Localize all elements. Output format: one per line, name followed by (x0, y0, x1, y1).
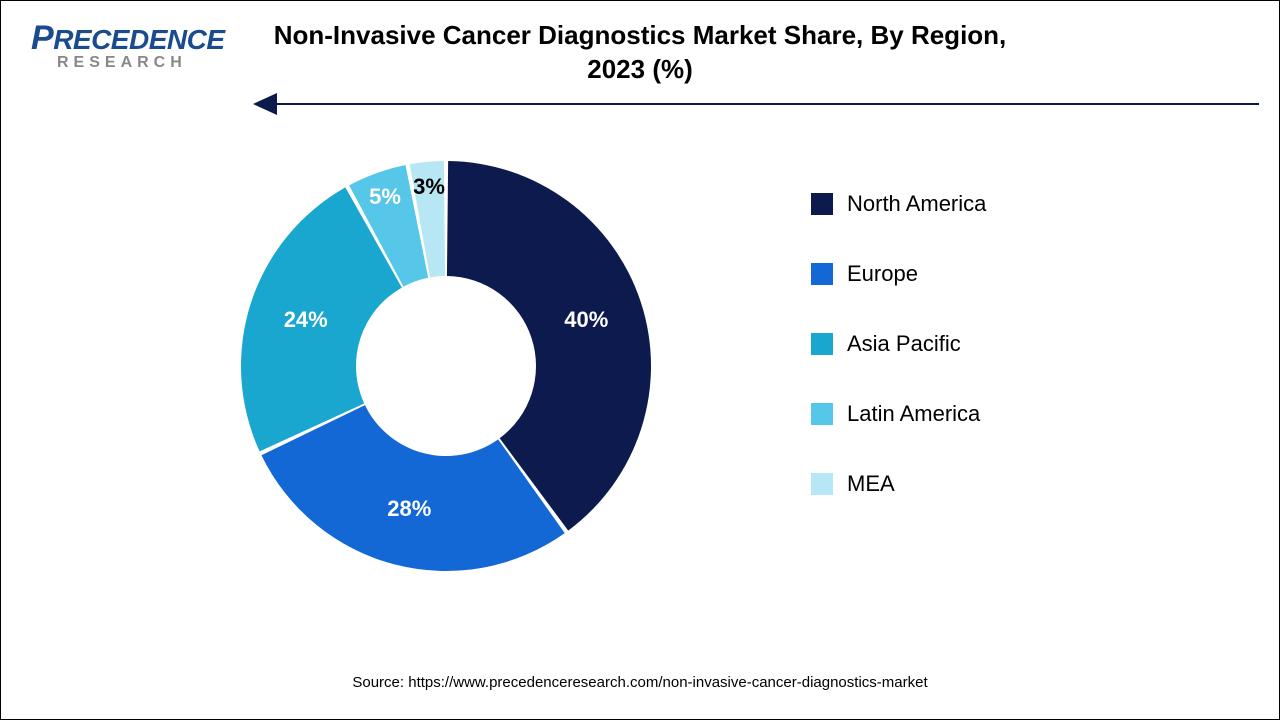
legend-label: Europe (847, 261, 918, 287)
legend-label: North America (847, 191, 986, 217)
legend-swatch (811, 263, 833, 285)
legend-swatch (811, 333, 833, 355)
chart-title: Non-Invasive Cancer Diagnostics Market S… (1, 19, 1279, 87)
divider-line (271, 103, 1259, 105)
title-line-2: 2023 (%) (1, 53, 1279, 87)
legend-swatch (811, 403, 833, 425)
legend-label: MEA (847, 471, 895, 497)
legend-item: MEA (811, 471, 1171, 497)
legend-label: Latin America (847, 401, 980, 427)
donut-svg (231, 151, 661, 581)
legend-item: North America (811, 191, 1171, 217)
legend-item: Europe (811, 261, 1171, 287)
arrow-left-icon (253, 93, 277, 115)
title-line-1: Non-Invasive Cancer Diagnostics Market S… (274, 20, 1007, 50)
legend-label: Asia Pacific (847, 331, 961, 357)
source-text: Source: https://www.precedenceresearch.c… (1, 674, 1279, 691)
legend-item: Asia Pacific (811, 331, 1171, 357)
legend-swatch (811, 473, 833, 495)
legend-item: Latin America (811, 401, 1171, 427)
legend: North America Europe Asia Pacific Latin Ame… (811, 191, 1171, 541)
donut-chart: 40%28%24%5%3% (231, 151, 661, 581)
legend-swatch (811, 193, 833, 215)
